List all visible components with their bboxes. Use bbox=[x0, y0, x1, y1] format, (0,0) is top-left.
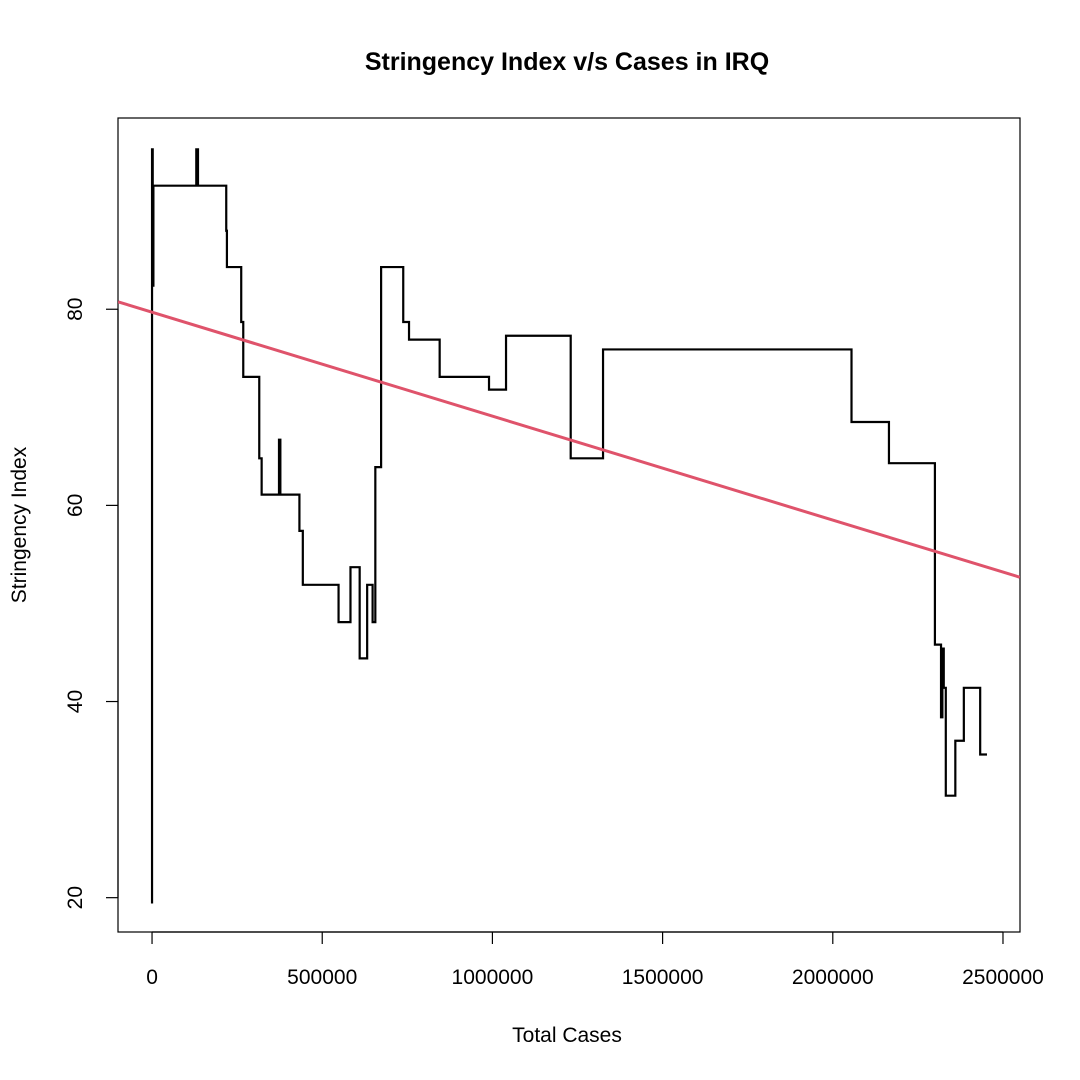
x-tick-label: 500000 bbox=[287, 966, 357, 989]
x-tick-label: 2500000 bbox=[962, 966, 1044, 989]
y-tick-label: 20 bbox=[64, 886, 87, 909]
y-axis: 20 40 60 80 bbox=[64, 298, 119, 909]
chart-title: Stringency Index v/s Cases in IRQ bbox=[365, 48, 769, 76]
x-tick-label: 1000000 bbox=[452, 966, 534, 989]
series-line-stringency bbox=[150, 148, 987, 904]
y-tick-label: 60 bbox=[64, 494, 87, 517]
y-tick-label: 80 bbox=[64, 298, 87, 321]
plot-area bbox=[118, 148, 1020, 904]
plot-frame bbox=[117, 117, 1021, 933]
x-axis: 0 500000 1000000 1500000 2000000 2500000 bbox=[146, 931, 1044, 989]
x-tick-label: 2000000 bbox=[792, 966, 874, 989]
y-tick-label: 40 bbox=[64, 690, 87, 713]
x-tick-label: 1500000 bbox=[622, 966, 704, 989]
regression-line bbox=[118, 300, 1020, 579]
x-tick-label: 0 bbox=[146, 966, 158, 989]
x-axis-label: Total Cases bbox=[512, 1024, 622, 1047]
y-axis-label: Stringency Index bbox=[8, 446, 31, 603]
